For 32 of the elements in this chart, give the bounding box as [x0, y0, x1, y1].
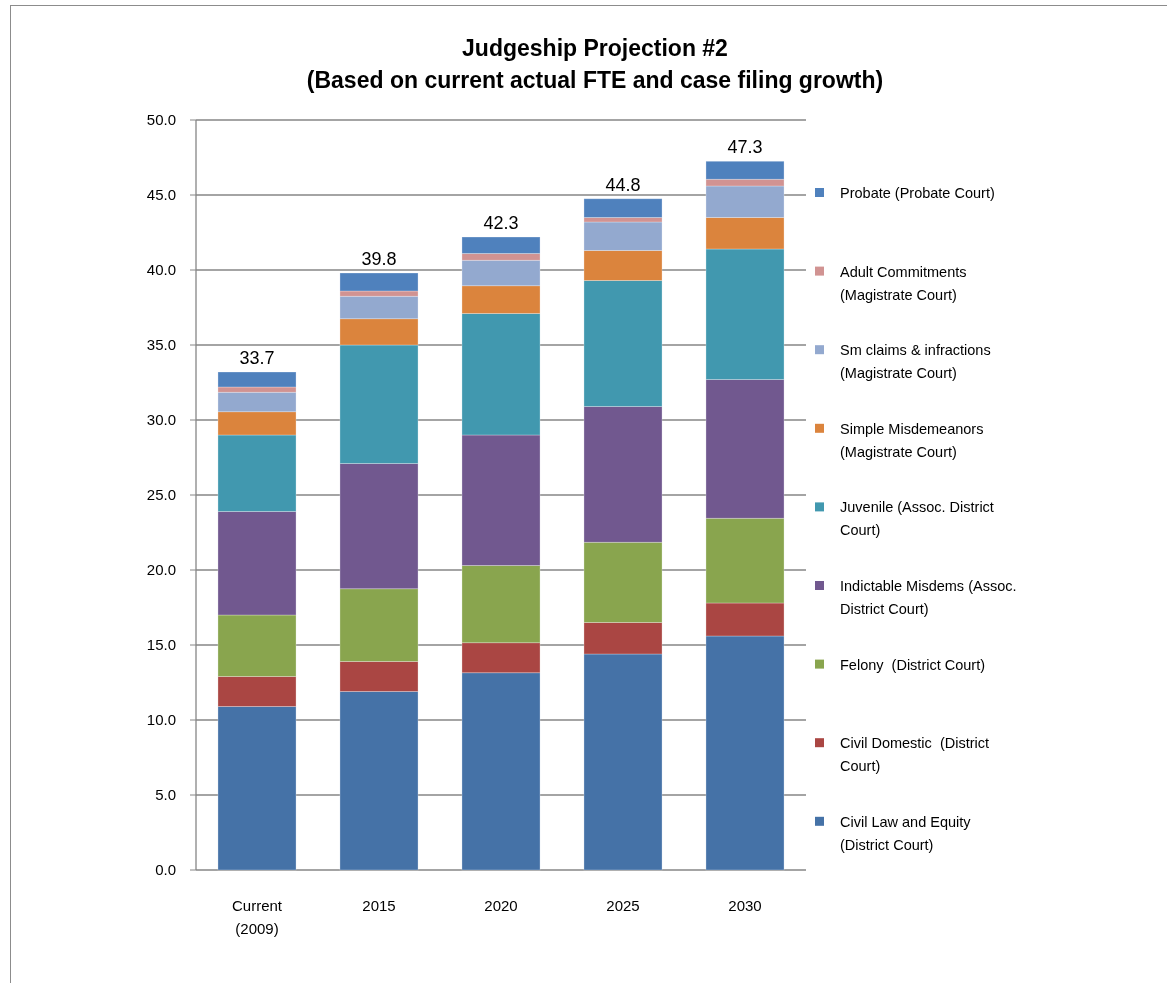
y-tick-label: 40.0: [146, 261, 176, 278]
total-label: 33.7: [239, 348, 275, 368]
chart-title: Judgeship Projection #2: [462, 35, 728, 61]
legend-label: Indictable Misdems (Assoc. District Court): [840, 578, 1017, 617]
x-tick-label: Current (2009): [231, 897, 283, 937]
total-label: 44.8: [605, 174, 641, 195]
y-tick-label: 5.0: [155, 786, 176, 803]
y-tick-label: 20.0: [146, 561, 176, 578]
total-label: 47.3: [727, 137, 763, 158]
y-tick-label: 50.0: [146, 111, 176, 128]
legend-label: Felony (District Court): [840, 656, 986, 673]
total-label: 39.8: [361, 249, 397, 269]
legend-label: Sm claims & infractions (Magistrate Court): [840, 342, 991, 382]
legend-label: Civil Law and Equity (District Court): [840, 813, 972, 853]
legend-label: Probate (Probate Court): [840, 185, 995, 201]
y-tick-label: 30.0: [146, 411, 176, 428]
legend-label: Juvenile (Assoc. District Court): [840, 499, 994, 539]
y-tick-label: 10.0: [146, 711, 176, 728]
y-tick-label: 35.0: [146, 336, 176, 353]
legend-label: Civil Domestic (District Court): [840, 735, 990, 775]
x-tick-label: 2020: [484, 897, 518, 914]
legend-label: Adult Commitments (Magistrate Court): [840, 263, 967, 303]
y-tick-label: 45.0: [146, 186, 176, 203]
y-tick-label: 0.0: [155, 861, 176, 878]
y-tick-label: 25.0: [146, 486, 176, 503]
total-label: 42.3: [483, 213, 519, 233]
x-tick-label: 2030: [728, 897, 762, 914]
legend-label: Simple Misdemeanors (Magistrate Court): [840, 420, 984, 460]
y-tick-label: 15.0: [146, 636, 176, 653]
x-tick-label: 2025: [606, 897, 640, 914]
chart-subtitle: (Based on current actual FTE and case filing growth): [306, 67, 884, 93]
x-tick-label: 2015: [362, 897, 396, 914]
